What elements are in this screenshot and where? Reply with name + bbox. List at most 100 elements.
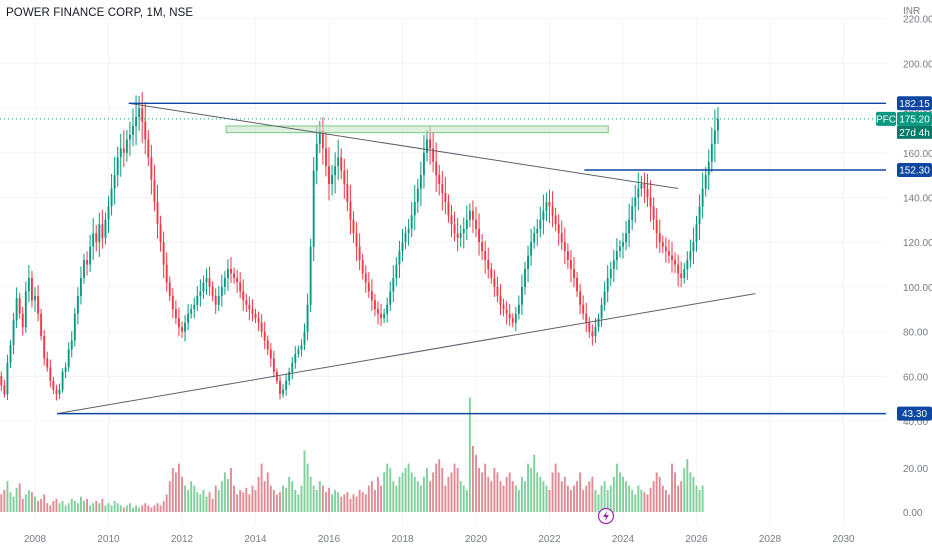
volume-bar — [291, 481, 294, 512]
candle-body — [230, 269, 232, 274]
volume-bar — [462, 485, 465, 512]
volume-bar — [377, 476, 379, 512]
candle-body — [334, 166, 337, 176]
candle-body — [104, 219, 107, 238]
candle-body — [566, 251, 569, 261]
volume-bar — [37, 501, 40, 512]
candle-body — [637, 188, 640, 198]
volume-bar — [646, 494, 649, 512]
volume-bar — [456, 468, 459, 512]
candle-body — [119, 148, 122, 158]
candle-body — [432, 148, 435, 162]
volume-bar — [275, 494, 278, 512]
price-tick-label: 60.00 — [903, 372, 928, 383]
candle-body — [208, 277, 211, 287]
candle-body — [83, 260, 85, 278]
volume-bar — [153, 505, 156, 512]
volume-bar — [401, 472, 404, 512]
volume-bar — [600, 485, 603, 512]
volume-bar — [306, 463, 309, 512]
volume-bar — [471, 446, 474, 512]
volume-bar — [300, 485, 303, 512]
volume-bar — [9, 492, 12, 512]
candle-body — [573, 269, 575, 278]
price-tag-label: 152.30 — [899, 165, 930, 176]
volume-bar — [15, 487, 18, 512]
price-tag-label: 175.20 — [899, 114, 930, 125]
volume-bar — [223, 472, 226, 512]
volume-bar — [661, 485, 664, 512]
volume-bar — [303, 450, 306, 512]
volume-bar — [214, 485, 217, 512]
volume-bar — [248, 494, 251, 512]
volume-bar — [135, 505, 138, 512]
candle-body — [324, 148, 327, 167]
volume-bar — [122, 507, 125, 512]
candle-body — [144, 121, 147, 140]
candle-body — [37, 295, 40, 314]
volume-bar — [150, 507, 153, 512]
candle-body — [113, 175, 116, 189]
volume-bar — [545, 485, 548, 512]
volume-bar — [141, 505, 144, 512]
volume-bar — [557, 472, 560, 512]
candle-body — [404, 233, 407, 243]
volume-bar — [107, 503, 110, 512]
volume-bar — [505, 476, 508, 512]
volume-bar — [404, 468, 407, 512]
candle-body — [698, 206, 701, 225]
candle-body — [628, 219, 631, 234]
volume-bar — [52, 501, 55, 512]
price-tick-label: 120.00 — [903, 238, 932, 249]
price-tag-breakout — [897, 162, 932, 177]
volume-bar — [591, 476, 594, 512]
candle-body — [401, 242, 404, 252]
currency-label: INR — [903, 6, 920, 17]
volume-bar — [116, 503, 119, 512]
candle-body — [674, 260, 677, 265]
volume-bar — [266, 472, 269, 512]
candle-body — [398, 251, 401, 265]
volume-bar — [86, 498, 89, 512]
candle-body — [294, 353, 297, 363]
volume-bar — [205, 496, 208, 512]
candle-body — [248, 304, 251, 310]
candle-body — [652, 206, 655, 220]
volume-bar — [542, 481, 545, 512]
candle-body — [612, 260, 615, 270]
time-tick-label: 2026 — [685, 534, 708, 545]
candle-body — [211, 286, 214, 296]
candle-body — [43, 336, 46, 359]
candle-body — [419, 175, 422, 189]
volume-bar — [358, 490, 361, 512]
volume-bar — [98, 503, 101, 512]
volume-bar — [288, 476, 291, 512]
candle-body — [220, 286, 223, 296]
volume-bar — [34, 496, 36, 512]
candle-body — [254, 313, 257, 319]
candle-body — [34, 295, 36, 301]
volume-bar — [560, 481, 563, 512]
candle-body — [459, 233, 462, 238]
volume-bar — [177, 463, 180, 512]
volume-bar — [468, 397, 471, 512]
volume-bar — [104, 505, 107, 512]
candle-body — [649, 197, 652, 207]
candle-body — [306, 304, 309, 332]
candle-body — [554, 215, 557, 225]
volume-bar — [459, 481, 462, 512]
candle-body — [416, 188, 419, 202]
volume-bar — [282, 485, 285, 512]
candle-body — [153, 179, 156, 202]
candle-body — [710, 143, 713, 162]
volume-bar — [383, 472, 386, 512]
volume-bar — [429, 481, 432, 512]
candle-body — [171, 295, 174, 310]
candle-body — [150, 157, 153, 180]
candle-body — [579, 291, 582, 305]
candle-body — [260, 322, 263, 332]
candle-body — [560, 233, 563, 243]
candle-body — [646, 188, 649, 198]
volume-bar — [269, 485, 272, 512]
